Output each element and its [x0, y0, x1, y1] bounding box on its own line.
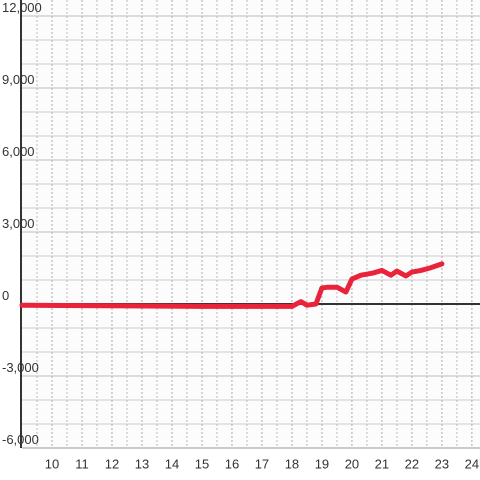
y-tick-label: 12,000	[2, 0, 42, 15]
x-tick-label: 23	[435, 456, 449, 471]
x-tick-label: 13	[135, 456, 149, 471]
y-tick-label: 6,000	[2, 144, 35, 159]
x-tick-label: 21	[375, 456, 389, 471]
y-tick-label: 9,000	[2, 72, 35, 87]
x-tick-label: 16	[225, 456, 239, 471]
y-tick-label: -3,000	[2, 360, 39, 375]
x-tick-label: 12	[105, 456, 119, 471]
x-tick-label: 20	[345, 456, 359, 471]
x-tick-label: 10	[45, 456, 59, 471]
y-tick-label: 3,000	[2, 216, 35, 231]
y-tick-label: 0	[2, 288, 9, 303]
x-tick-label: 22	[405, 456, 419, 471]
x-tick-label: 17	[255, 456, 269, 471]
x-tick-label: 15	[195, 456, 209, 471]
x-tick-label: 18	[285, 456, 299, 471]
y-tick-label: -6,000	[2, 432, 39, 447]
data-line	[19, 261, 445, 309]
x-tick-label: 11	[75, 456, 89, 471]
x-tick-label: 19	[315, 456, 329, 471]
x-tick-label: 14	[165, 456, 179, 471]
plot-background	[22, 0, 480, 448]
x-tick-label: 24	[465, 456, 479, 471]
